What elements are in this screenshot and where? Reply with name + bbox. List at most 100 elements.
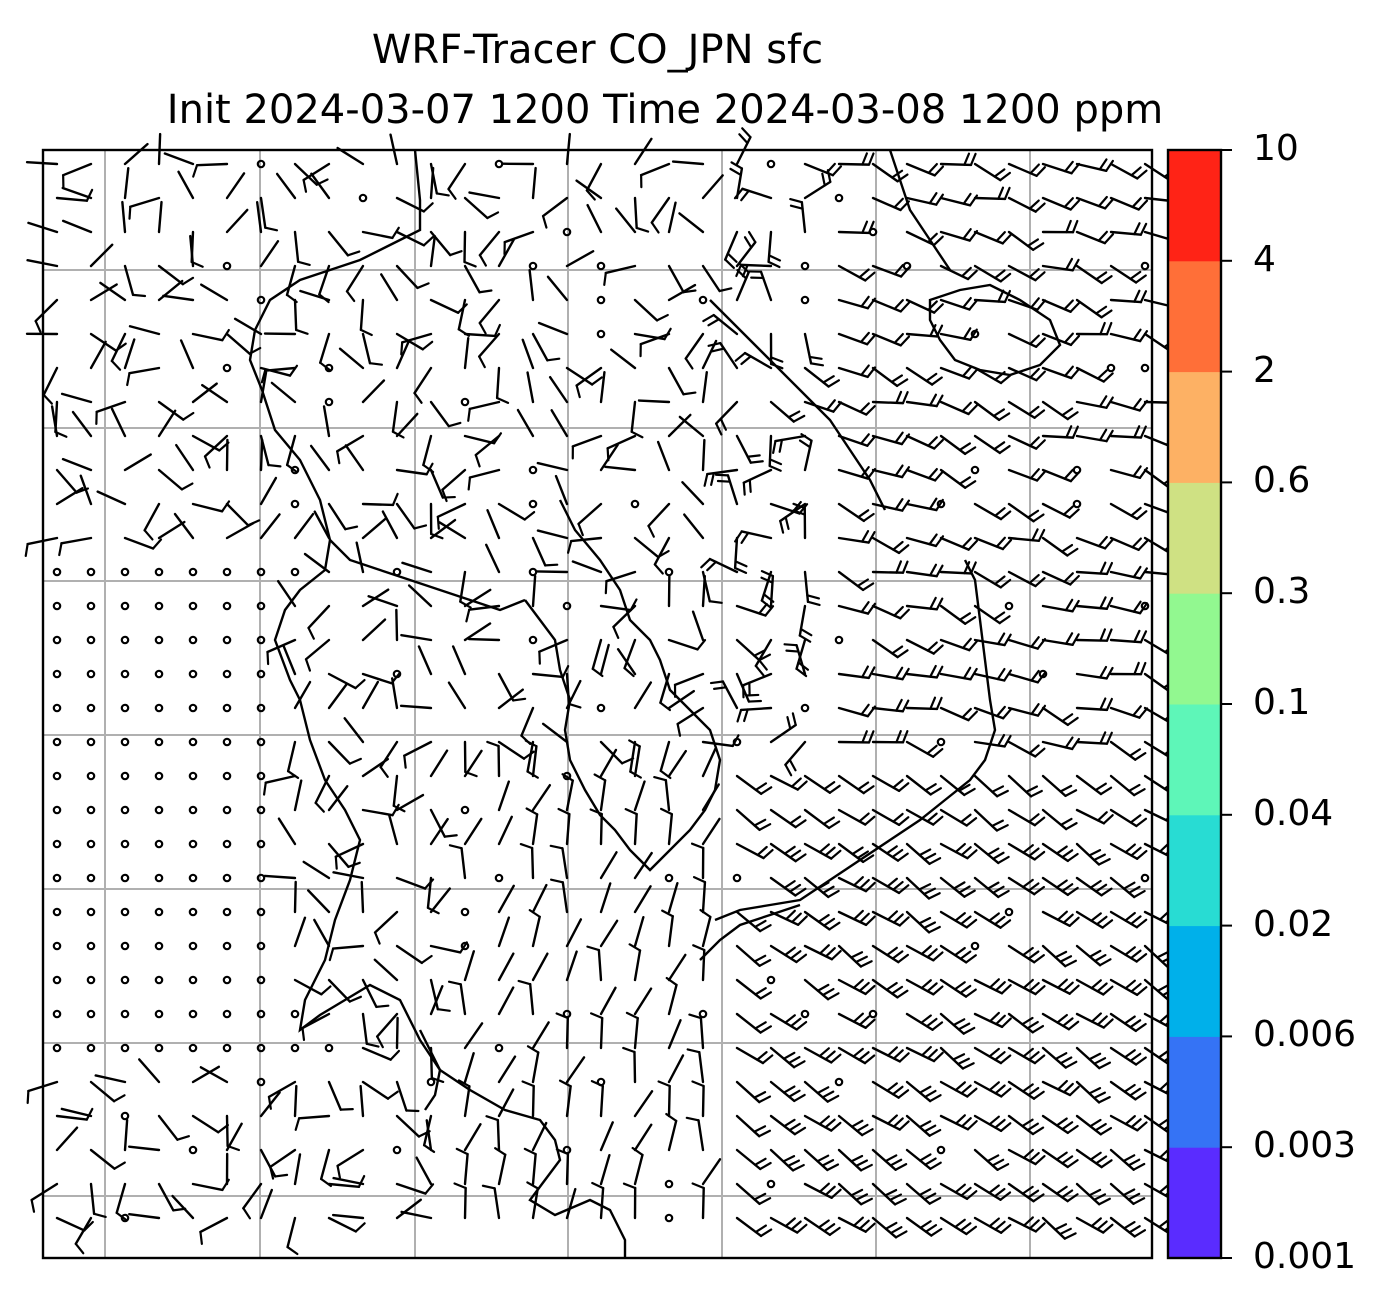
wind-barb bbox=[497, 780, 510, 812]
calm-wind-marker bbox=[120, 771, 130, 781]
wind-barb bbox=[628, 739, 641, 778]
calm-wind-marker bbox=[52, 839, 62, 849]
wind-barb bbox=[1075, 808, 1114, 825]
wind-barb bbox=[327, 978, 362, 1003]
wind-barb bbox=[939, 1182, 978, 1201]
wind-barb bbox=[665, 976, 678, 1016]
wind-barb bbox=[905, 192, 944, 206]
calm-wind-marker bbox=[86, 805, 96, 815]
wind-barb bbox=[599, 443, 619, 472]
colorbar-segment bbox=[1168, 814, 1221, 927]
wind-barb bbox=[293, 512, 315, 540]
wind-barb bbox=[905, 740, 944, 758]
wind-barb bbox=[302, 860, 331, 880]
wind-barb bbox=[973, 1216, 1012, 1234]
wind-barb bbox=[657, 1080, 671, 1118]
wind-barb bbox=[639, 332, 671, 358]
wind-barb bbox=[463, 1123, 482, 1152]
wind-barb bbox=[837, 1114, 874, 1137]
calm-wind-marker bbox=[664, 873, 674, 883]
wind-barb bbox=[939, 910, 978, 929]
wind-barb bbox=[282, 645, 297, 676]
wind-barb bbox=[497, 1088, 515, 1118]
wind-barb bbox=[429, 985, 444, 1016]
wind-barb bbox=[55, 1126, 79, 1152]
wind-barb bbox=[760, 570, 775, 608]
wind-barb bbox=[837, 264, 876, 282]
wind-barb bbox=[555, 1148, 570, 1186]
wind-barb bbox=[735, 230, 757, 268]
wind-barb bbox=[667, 1054, 685, 1084]
wind-barb bbox=[60, 1107, 93, 1118]
wind-barb bbox=[599, 370, 606, 404]
wind-barb bbox=[503, 230, 535, 256]
wind-barb bbox=[550, 409, 569, 438]
colorbar bbox=[1166, 148, 1232, 1260]
wind-barb bbox=[486, 740, 501, 778]
wind-barb bbox=[733, 187, 773, 202]
wind-barb bbox=[939, 876, 976, 898]
wind-barb bbox=[871, 498, 910, 512]
wind-barb bbox=[495, 366, 510, 404]
wind-barb bbox=[1041, 536, 1079, 557]
wind-barb bbox=[973, 876, 1010, 899]
wind-barb bbox=[637, 399, 671, 404]
wind-barb bbox=[837, 1148, 873, 1172]
calm-wind-marker bbox=[290, 567, 300, 577]
wind-barb bbox=[803, 1148, 840, 1172]
wind-barb bbox=[89, 283, 118, 302]
wind-barb bbox=[497, 884, 515, 914]
wind-barb bbox=[123, 338, 136, 370]
wind-barb bbox=[1007, 1216, 1046, 1233]
wind-barb bbox=[1109, 1114, 1148, 1132]
wind-barb bbox=[735, 1080, 772, 1104]
wind-barb bbox=[871, 390, 909, 405]
wind-barb bbox=[1007, 332, 1046, 348]
calm-wind-marker bbox=[52, 873, 62, 883]
wind-barb bbox=[173, 512, 195, 540]
wind-barb bbox=[199, 1216, 229, 1245]
calm-wind-marker bbox=[222, 873, 232, 883]
wind-barb bbox=[653, 536, 671, 575]
colorbar-segments bbox=[1168, 150, 1221, 1259]
wind-barb bbox=[463, 1052, 475, 1084]
calm-wind-marker bbox=[222, 907, 232, 917]
wind-barb bbox=[425, 1119, 433, 1152]
wind-barb bbox=[603, 264, 637, 286]
wind-barb bbox=[293, 916, 307, 948]
wind-barb bbox=[541, 722, 569, 744]
calm-wind-marker bbox=[188, 669, 198, 679]
calm-wind-marker bbox=[834, 193, 844, 203]
wind-barb bbox=[415, 1156, 433, 1186]
calm-wind-marker bbox=[154, 703, 164, 713]
wind-barb bbox=[1075, 366, 1114, 383]
wind-barb bbox=[381, 510, 399, 540]
wind-barb bbox=[1041, 1114, 1079, 1135]
wind-barb bbox=[690, 842, 705, 880]
wind-barb bbox=[334, 842, 365, 870]
wind-barb bbox=[973, 289, 1012, 304]
wind-barb bbox=[1007, 366, 1046, 382]
wind-barb bbox=[429, 941, 468, 954]
calm-wind-marker bbox=[562, 601, 572, 611]
wind-barb bbox=[973, 774, 1009, 798]
wind-barb bbox=[89, 1182, 107, 1219]
wind-barb bbox=[157, 400, 195, 421]
calm-wind-marker bbox=[154, 567, 164, 577]
wind-barb bbox=[1109, 1046, 1147, 1066]
wind-barb bbox=[685, 1116, 705, 1152]
wind-barb bbox=[463, 588, 492, 608]
wind-barb bbox=[939, 604, 977, 625]
wind-barb bbox=[1007, 434, 1046, 450]
wind-barb bbox=[905, 366, 943, 386]
wind-barb bbox=[604, 570, 637, 595]
wind-barb bbox=[1007, 774, 1043, 798]
wind-barb bbox=[95, 400, 127, 425]
calm-wind-marker bbox=[596, 295, 606, 305]
wind-barb bbox=[467, 468, 501, 491]
wind-barb bbox=[939, 637, 979, 652]
wind-barb bbox=[590, 1012, 604, 1050]
wind-barb bbox=[631, 1146, 644, 1186]
calm-wind-marker bbox=[188, 771, 198, 781]
wind-barb bbox=[1007, 400, 1046, 419]
